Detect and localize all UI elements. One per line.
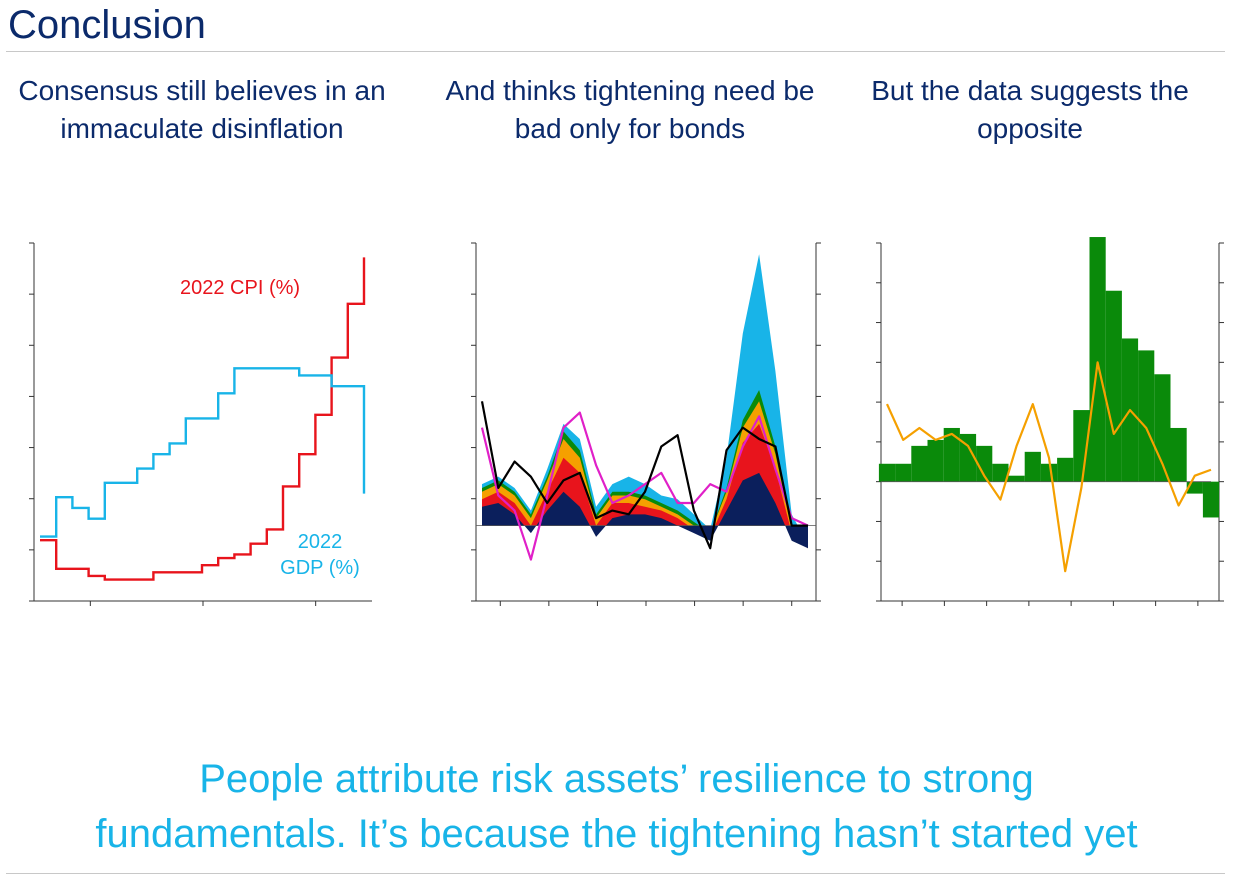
chart3-bar xyxy=(1024,451,1041,482)
chart3-bar xyxy=(1186,481,1203,494)
chart3-line-orange xyxy=(885,361,1212,573)
chart3-bar xyxy=(1008,475,1025,482)
tagline-line1: People attribute risk assets’ resilience… xyxy=(199,757,1034,801)
chart3-bar xyxy=(992,463,1009,482)
slide-title: Conclusion xyxy=(8,3,206,47)
chart3-bar xyxy=(1105,290,1122,482)
chart3-bar xyxy=(1138,350,1155,482)
chart3-bar xyxy=(911,445,928,482)
chart3-bar xyxy=(1089,237,1106,482)
tagline: People attribute risk assets’ resilience… xyxy=(0,752,1233,862)
title-divider xyxy=(6,51,1225,52)
chart3-bar xyxy=(959,433,977,482)
chart3-bar xyxy=(1057,457,1074,482)
chart2-subtitle: And thinks tightening need be bad only f… xyxy=(445,75,815,144)
chart1-subtitle: Consensus still believes in an immaculat… xyxy=(18,75,386,144)
footer-divider xyxy=(6,873,1225,874)
chart3-bar xyxy=(1040,463,1058,482)
chart1-legend-gdp-year: 2022 xyxy=(298,531,343,553)
chart2-line-magenta xyxy=(480,411,809,561)
chart3-bar xyxy=(1202,481,1220,518)
chart3-bar xyxy=(895,463,912,482)
chart3-bar xyxy=(943,427,960,482)
chart3-bar xyxy=(1170,427,1187,482)
chart3-bar xyxy=(927,439,944,482)
chart2-line-black xyxy=(480,401,808,550)
chart1-series-gdp-line xyxy=(40,367,366,538)
chart3-bar xyxy=(976,445,993,482)
chart2-area-darkblue xyxy=(482,472,808,549)
chart1-legend-gdp-label: GDP (%) xyxy=(280,557,360,579)
tagline-line2: fundamentals. It’s because the tightenin… xyxy=(95,812,1138,856)
chart1-legend-cpi: 2022 CPI (%) xyxy=(180,277,300,299)
chart3-subtitle: But the data suggests the opposite xyxy=(871,75,1189,144)
chart1-series-cpi-line xyxy=(40,257,366,581)
chart3-bar xyxy=(878,463,896,482)
